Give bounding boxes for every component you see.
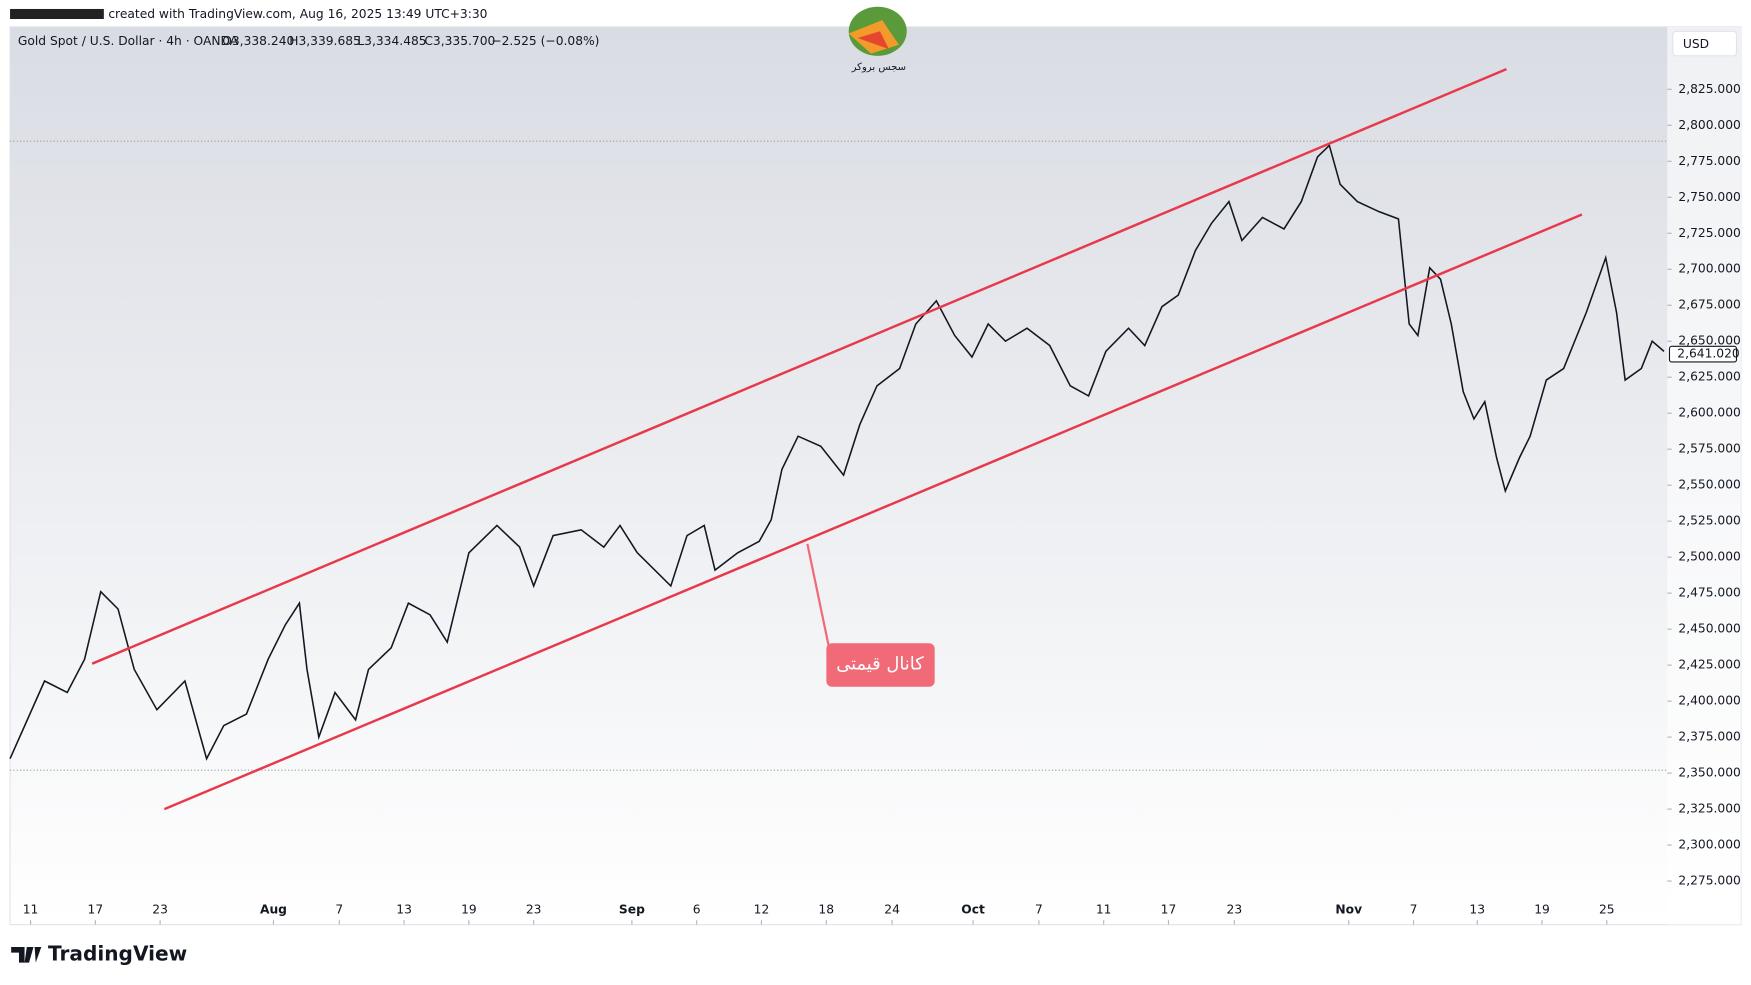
logo-text: سجس بروکر: [851, 62, 906, 73]
x-tick-label: 23: [1227, 903, 1243, 917]
symbol: Gold Spot / U.S. Dollar · 4h · OANDA: [18, 34, 239, 48]
channel-line: [91, 68, 1507, 665]
x-tick-label: 6: [693, 903, 701, 917]
currency-box[interactable]: [1672, 30, 1738, 57]
x-tick-label: 23: [526, 903, 542, 917]
ohlc: −2.525 (−0.08%): [491, 34, 599, 48]
y-tick-label: 2,275.000: [1678, 874, 1740, 888]
y-tick-label: 2,700.000: [1678, 262, 1740, 276]
price-axis: [1667, 26, 1741, 925]
x-tick-label: 11: [23, 903, 39, 917]
last-price: 2,641.020: [1677, 347, 1739, 361]
x-tick-label: Aug: [260, 903, 287, 917]
y-tick-label: 2,600.000: [1678, 406, 1740, 420]
currency[interactable]: USD: [1683, 37, 1709, 51]
y-tick-label: 2,400.000: [1678, 694, 1740, 708]
y-tick-label: 2,425.000: [1678, 658, 1740, 672]
x-tick-label: 24: [884, 903, 900, 917]
ohlc: O3,338.240: [222, 34, 294, 48]
y-tick-label: 2,500.000: [1678, 550, 1740, 564]
y-tick-label: 2,750.000: [1678, 190, 1740, 204]
x-tick-label: 17: [1161, 903, 1177, 917]
x-tick-label: 7: [1410, 903, 1418, 917]
x-tick-label: 11: [1096, 903, 1112, 917]
channel-line: [163, 213, 1583, 811]
y-tick-label: 2,625.000: [1678, 370, 1740, 384]
y-tick-label: 2,550.000: [1678, 478, 1740, 492]
ohlc: C3,335.700: [424, 34, 495, 48]
x-tick-label: 7: [335, 903, 343, 917]
x-tick-label: 13: [1469, 903, 1485, 917]
ohlc: H3,339.685: [289, 34, 361, 48]
x-tick-label: 13: [396, 903, 412, 917]
y-tick-label: 2,650.000: [1678, 334, 1740, 348]
ohlc: L3,334.485: [357, 34, 426, 48]
x-tick-label: 23: [152, 903, 168, 917]
x-tick-label: 25: [1599, 903, 1615, 917]
logo: [848, 6, 907, 56]
annotation: کانال قیمتی: [836, 653, 924, 674]
x-tick-label: Sep: [619, 903, 645, 917]
y-tick-label: 2,725.000: [1678, 226, 1740, 240]
x-tick-label: Nov: [1335, 903, 1362, 917]
y-tick-label: 2,775.000: [1678, 154, 1740, 168]
y-tick-label: 2,825.000: [1678, 82, 1740, 96]
x-tick-label: 17: [88, 903, 104, 917]
brand: [11, 947, 42, 963]
y-tick-label: 2,325.000: [1678, 802, 1740, 816]
brand-name: TradingView: [48, 941, 187, 965]
y-tick-label: 2,475.000: [1678, 586, 1740, 600]
last-price-box: [1668, 345, 1738, 363]
y-tick-label: 2,350.000: [1678, 766, 1740, 780]
y-tick-label: 2,375.000: [1678, 730, 1740, 744]
pane: [9, 26, 1742, 926]
y-tick-label: 2,575.000: [1678, 442, 1740, 456]
x-tick-label: 18: [818, 903, 834, 917]
y-tick-label: 2,450.000: [1678, 622, 1740, 636]
y-tick-label: 2,800.000: [1678, 118, 1740, 132]
y-tick-label: 2,300.000: [1678, 838, 1740, 852]
x-tick-label: 12: [754, 903, 770, 917]
y-tick-label: 2,525.000: [1678, 514, 1740, 528]
redacted: [10, 8, 104, 20]
x-tick-label: Oct: [961, 903, 985, 917]
x-tick-label: 7: [1035, 903, 1043, 917]
callout-pointer: [806, 543, 830, 646]
callout: [826, 643, 935, 687]
y-tick-label: 2,675.000: [1678, 298, 1740, 312]
x-tick-label: 19: [461, 903, 477, 917]
x-tick-label: 19: [1534, 903, 1550, 917]
created-note: created with TradingView.com, Aug 16, 20…: [108, 7, 487, 21]
